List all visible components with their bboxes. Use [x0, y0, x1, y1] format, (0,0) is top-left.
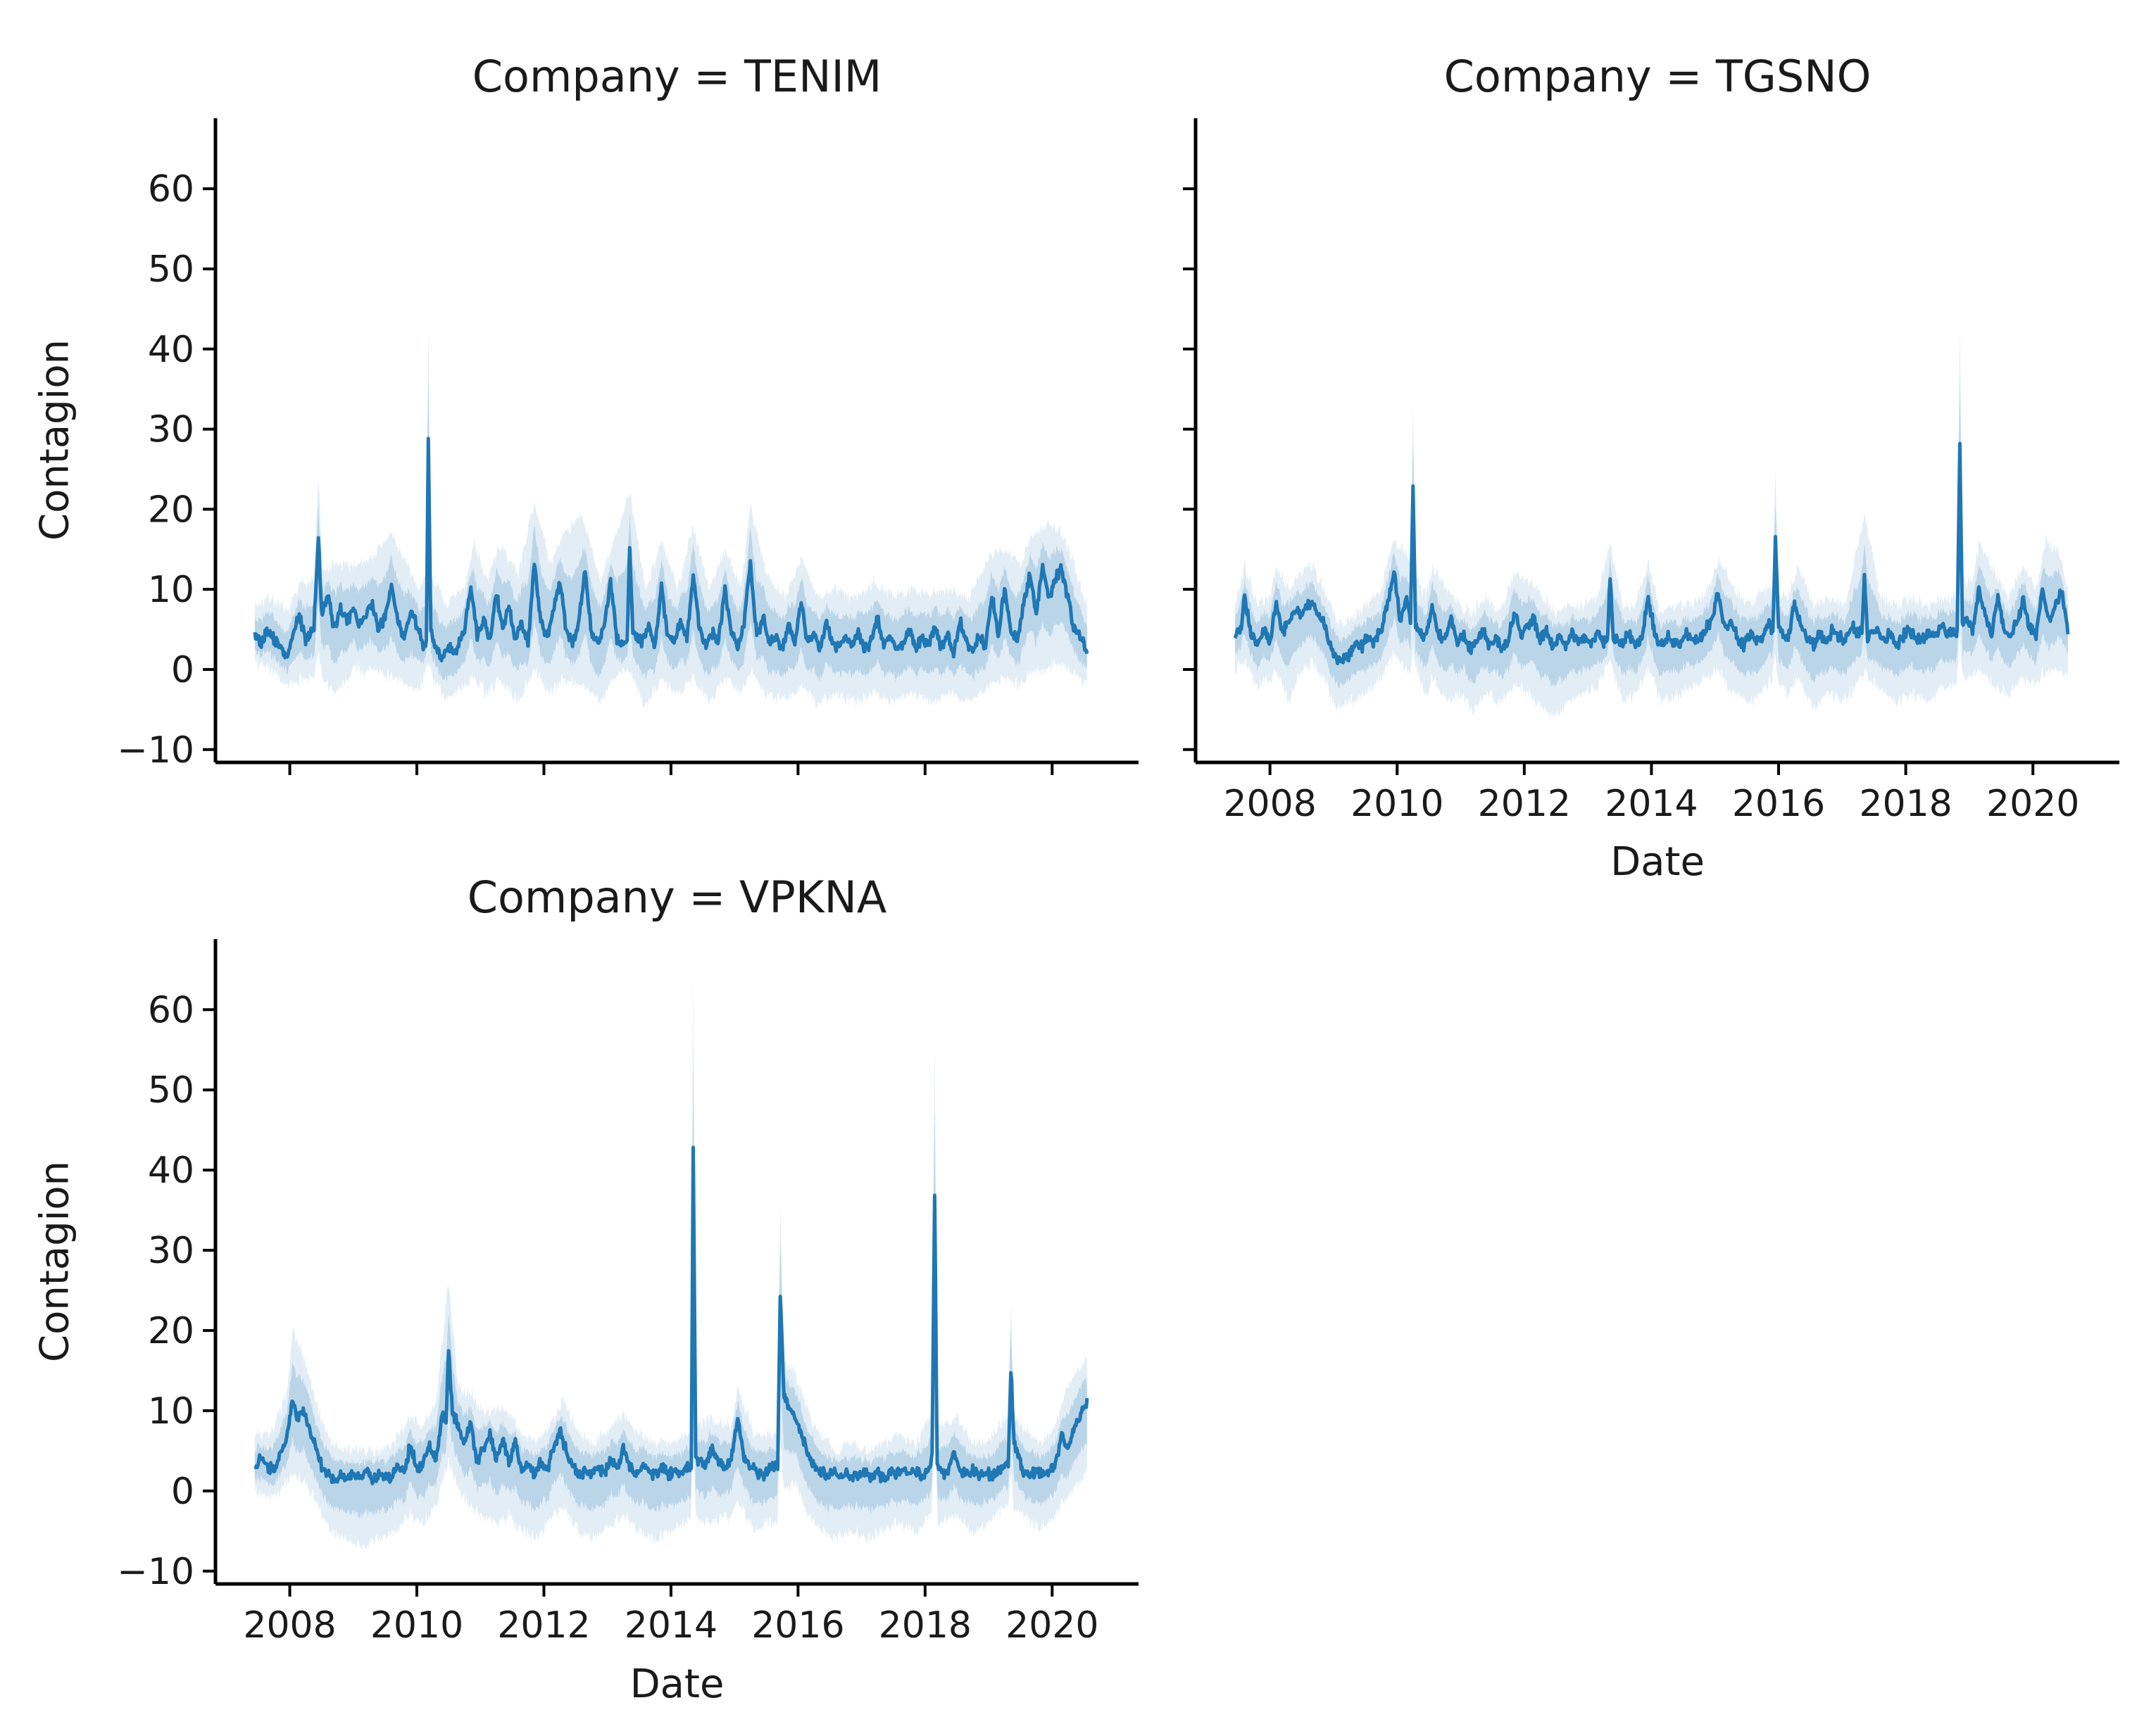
y-tick-label: 40 — [148, 329, 194, 371]
x-tick-label: 2020 — [1005, 1604, 1098, 1647]
y-tick-label: 20 — [148, 489, 194, 531]
y-tick-label: 0 — [171, 1471, 194, 1513]
x-axis-label-vpkna: Date — [629, 1661, 725, 1707]
contagion-line — [253, 1145, 1089, 1485]
confidence-band-inner — [254, 1051, 1087, 1519]
facet-title-tgsno: Company = TGSNO — [1443, 51, 1872, 102]
y-tick-label: 10 — [148, 569, 194, 611]
y-axis-label-vpkna: Contagion — [32, 1161, 78, 1362]
x-tick-label: 2014 — [625, 1604, 717, 1647]
x-tick-label: 2016 — [1732, 783, 1825, 825]
y-tick-label: 20 — [148, 1310, 194, 1352]
y-tick-label: 30 — [148, 1230, 194, 1272]
x-tick-label: 2010 — [1350, 783, 1443, 825]
y-tick-label: 0 — [171, 649, 194, 691]
confidence-band-inner — [254, 374, 1087, 683]
y-tick-label: 30 — [148, 409, 194, 451]
y-tick-label: 10 — [148, 1390, 194, 1433]
plot-area-tgsno: 2008 2010 2012 2014 2016 2018 2020 — [1183, 118, 2119, 825]
y-tick-label: 40 — [148, 1150, 194, 1192]
y-axis-label-tenim: Contagion — [32, 339, 78, 541]
y-tick-label: −10 — [117, 1551, 194, 1593]
confidence-band-outer — [1235, 328, 2068, 722]
x-tick-label: 2010 — [370, 1604, 463, 1647]
x-tick-label: 2008 — [1223, 783, 1316, 825]
x-tick-label: 2016 — [751, 1604, 844, 1647]
plot-area-vpkna: −10 0 10 20 30 40 50 60 2008 2010 2012 2014 2016 2018… — [117, 939, 1139, 1647]
x-tick-label: 2012 — [497, 1604, 590, 1647]
plot-area-tenim: −10 0 10 20 30 40 50 60 — [117, 118, 1139, 775]
x-tick-label: 2014 — [1605, 783, 1698, 825]
x-tick-label: 2008 — [243, 1604, 336, 1647]
x-tick-label: 2012 — [1478, 783, 1571, 825]
x-ticks — [288, 762, 1054, 775]
x-axis-label-tgsno: Date — [1610, 839, 1705, 885]
x-tick-label: 2020 — [1986, 783, 2079, 825]
y-tick-label: 50 — [148, 249, 194, 291]
confidence-band-outer — [254, 326, 1087, 709]
facet-title-tenim: Company = TENIM — [472, 51, 882, 102]
x-ticks: 2008 2010 2012 2014 2016 2018 2020 — [1223, 762, 2079, 825]
x-tick-label: 2018 — [1859, 783, 1952, 825]
contagion-line — [253, 436, 1089, 662]
y-tick-label: −10 — [117, 729, 194, 772]
y-tick-label: 50 — [148, 1069, 194, 1112]
y-tick-label: 60 — [148, 168, 194, 210]
y-ticks: −10 0 10 20 30 40 50 60 — [117, 989, 215, 1593]
contagion-line — [1233, 441, 2070, 665]
y-ticks: −10 0 10 20 30 40 50 60 — [117, 168, 215, 772]
facet-title-vpkna: Company = VPKNA — [467, 872, 887, 923]
confidence-band-outer — [254, 972, 1087, 1551]
y-tick-label: 60 — [148, 989, 194, 1031]
confidence-band-inner — [1235, 382, 2068, 688]
x-tick-label: 2018 — [879, 1604, 972, 1647]
x-ticks: 2008 2010 2012 2014 2016 2018 2020 — [243, 1584, 1098, 1647]
y-ticks — [1183, 187, 1196, 751]
